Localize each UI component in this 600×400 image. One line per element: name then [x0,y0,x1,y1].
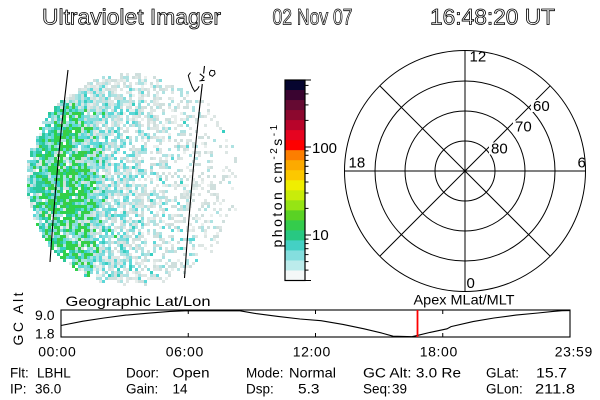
svg-text:GLat:: GLat: [486,366,519,381]
svg-text:9.0: 9.0 [35,307,55,323]
svg-text:15.7: 15.7 [536,366,567,381]
svg-text:18:00: 18:00 [420,344,458,360]
svg-text:100: 100 [312,140,337,157]
svg-text:1.8: 1.8 [35,326,55,342]
svg-text:photon cm-2s-1: photon cm-2s-1 [269,122,285,247]
svg-text:Apex MLat/MLT: Apex MLat/MLT [414,292,515,308]
svg-text:10: 10 [312,227,329,244]
svg-text:0: 0 [467,275,475,292]
svg-text:IP:: IP: [10,382,27,397]
svg-text:06:00: 06:00 [166,344,204,360]
svg-text:Geographic Lat/Lon: Geographic Lat/Lon [66,293,211,309]
svg-text:02 Nov 07: 02 Nov 07 [273,5,353,30]
svg-text:12: 12 [470,49,487,66]
svg-text:LBHL: LBHL [37,366,71,381]
svg-text:Door:: Door: [126,366,159,381]
svg-text:211.8: 211.8 [535,382,575,397]
svg-text:39: 39 [392,382,407,397]
svg-text:00:00: 00:00 [38,344,76,360]
svg-text:6: 6 [578,155,586,172]
svg-text:23:59: 23:59 [555,344,593,360]
svg-text:16:48:20 UT: 16:48:20 UT [430,5,555,30]
svg-text:80: 80 [491,141,508,158]
svg-text:14: 14 [173,382,189,397]
svg-text:Mode:: Mode: [246,366,284,381]
svg-text:Open: Open [173,366,210,381]
svg-text:Seq:: Seq: [363,382,391,397]
svg-text:Gain:: Gain: [126,382,158,397]
svg-text:18: 18 [349,155,366,172]
svg-text:Dsp:: Dsp: [246,382,274,397]
svg-text:60: 60 [533,98,550,115]
svg-text:5.3: 5.3 [298,382,320,397]
svg-text:12:00: 12:00 [293,344,331,360]
svg-text:70: 70 [515,119,532,136]
svg-text:GLon:: GLon: [486,382,523,397]
svg-text:36.0: 36.0 [35,382,61,397]
svg-text:Flt:: Flt: [10,366,29,381]
svg-text:Ultraviolet Imager: Ultraviolet Imager [42,5,221,30]
svg-text:Normal: Normal [289,366,336,381]
svg-text:GC Alt: GC Alt [10,290,26,345]
svg-text:GC Alt: 3.0 Re: GC Alt: 3.0 Re [363,366,461,381]
